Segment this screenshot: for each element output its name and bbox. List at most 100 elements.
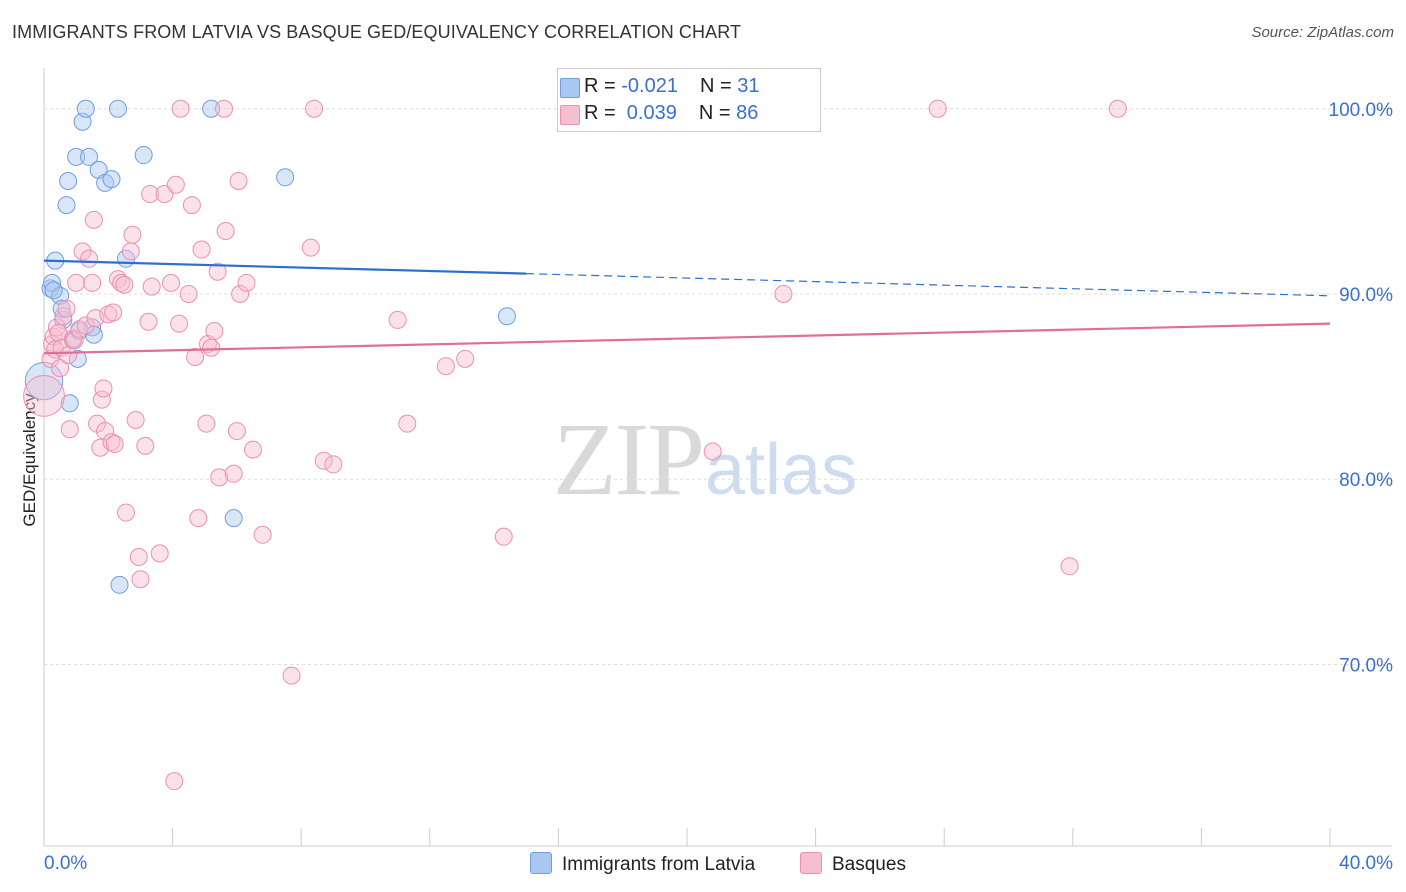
basques-point [237, 273, 256, 292]
legend-swatch-pink [560, 105, 580, 125]
latvia-trend-line-extension [526, 273, 1331, 297]
bottom-legend-swatch-blue [530, 852, 552, 874]
bottom-legend-basques: Basques [800, 852, 906, 876]
basques-point [324, 455, 343, 474]
basques-point [703, 442, 722, 461]
grid-lines [44, 108, 1392, 665]
basques-point [141, 184, 160, 203]
latvia-point [24, 361, 64, 401]
latvia-point [80, 147, 99, 166]
basques-point [121, 242, 140, 261]
latvia-point [43, 273, 62, 292]
basques-point [91, 438, 110, 457]
basques-point [80, 249, 99, 268]
basques-point [314, 451, 333, 470]
basques-point [192, 240, 211, 259]
latvia-point [497, 307, 516, 326]
basques-point [83, 273, 102, 292]
stats-legend: R = -0.021 N = 31 R = 0.039 N = 86 [557, 68, 821, 132]
trend-lines [43, 259, 1331, 355]
basques-point [123, 225, 142, 244]
basques-point [57, 299, 76, 318]
latvia-point [108, 99, 127, 118]
latvia-point [76, 99, 95, 118]
basques-point [179, 284, 198, 303]
basques-point [165, 772, 184, 791]
basques-point [928, 99, 947, 118]
basques-point [189, 509, 208, 528]
basques-point [210, 468, 229, 487]
legend-r-value: -0.021 [621, 75, 678, 97]
basques-point [65, 331, 84, 350]
basques-point [73, 242, 92, 261]
basques-point [67, 273, 86, 292]
x-tick-label: 0.0% [44, 853, 87, 874]
y-tick-label: 90.0% [1339, 285, 1393, 306]
latvia-point [134, 146, 153, 165]
basques-point [142, 277, 161, 296]
basques-trend-line [43, 322, 1331, 355]
basques-point [224, 464, 243, 483]
legend-row-latvia: R = -0.021 N = 31 [560, 75, 760, 99]
latvia-point [44, 281, 63, 300]
basques-point [456, 349, 475, 368]
bottom-legend-label: Basques [832, 854, 906, 875]
chart-source: Source: ZipAtlas.com [1251, 24, 1394, 41]
basques-point [150, 544, 169, 563]
basques-point [129, 548, 148, 567]
basques-point [182, 196, 201, 215]
basques-point [388, 310, 407, 329]
basques-point [301, 238, 320, 257]
basques-point [231, 284, 250, 303]
latvia-point [110, 575, 129, 594]
legend-swatch-blue [560, 78, 580, 98]
basques-point [51, 359, 70, 378]
y-tick-label: 70.0% [1339, 655, 1393, 676]
basques-point [1108, 99, 1127, 118]
basques-point [104, 303, 123, 322]
axes [43, 68, 1392, 847]
basques-point [166, 175, 185, 194]
basques-point [243, 440, 262, 459]
legend-n-label: N = [699, 75, 738, 97]
legend-n-value: 31 [737, 75, 760, 97]
legend-r-label: R = [584, 102, 622, 124]
latvia-point [59, 171, 78, 190]
latvia-point [67, 147, 86, 166]
basques-point [116, 503, 135, 522]
basques-point [76, 316, 95, 335]
basques-point [186, 347, 205, 366]
basques-point [436, 357, 455, 376]
basques-point [105, 435, 124, 454]
basques-point [161, 273, 180, 292]
basques-point [1060, 557, 1079, 576]
latvia-point [276, 168, 295, 187]
legend-r-value: 0.039 [621, 102, 677, 124]
legend-row-basques: R = 0.039 N = 86 [560, 102, 759, 126]
chart-title: IMMIGRANTS FROM LATVIA VS BASQUE GED/EQU… [12, 22, 742, 42]
bottom-legend-swatch-pink [800, 852, 822, 874]
basques-point [282, 666, 301, 685]
bottom-legend-label: Immigrants from Latvia [562, 854, 756, 875]
legend-r-label: R = [584, 75, 622, 97]
basques-point [60, 420, 79, 439]
basques-point [112, 273, 131, 292]
basques-point [216, 222, 235, 241]
latvia-point [68, 349, 87, 368]
legend-n-value: 86 [736, 102, 759, 124]
basques-point [41, 349, 60, 368]
basques-point [229, 171, 248, 190]
latvia-point [57, 196, 76, 215]
basques-point [23, 374, 65, 417]
basques-point [494, 527, 513, 546]
basques-point [398, 414, 417, 433]
legend-n-label: N = [698, 102, 737, 124]
tick-labels: 100.0% 90.0% 80.0% 70.0% 0.0% 40.0% [44, 100, 1393, 874]
basques-point [227, 422, 246, 441]
basques-point [774, 284, 793, 303]
data-points [23, 99, 1127, 791]
basques-point [215, 99, 234, 118]
basques-point [102, 433, 121, 452]
basques-point [208, 262, 227, 281]
basques-point [115, 275, 134, 294]
